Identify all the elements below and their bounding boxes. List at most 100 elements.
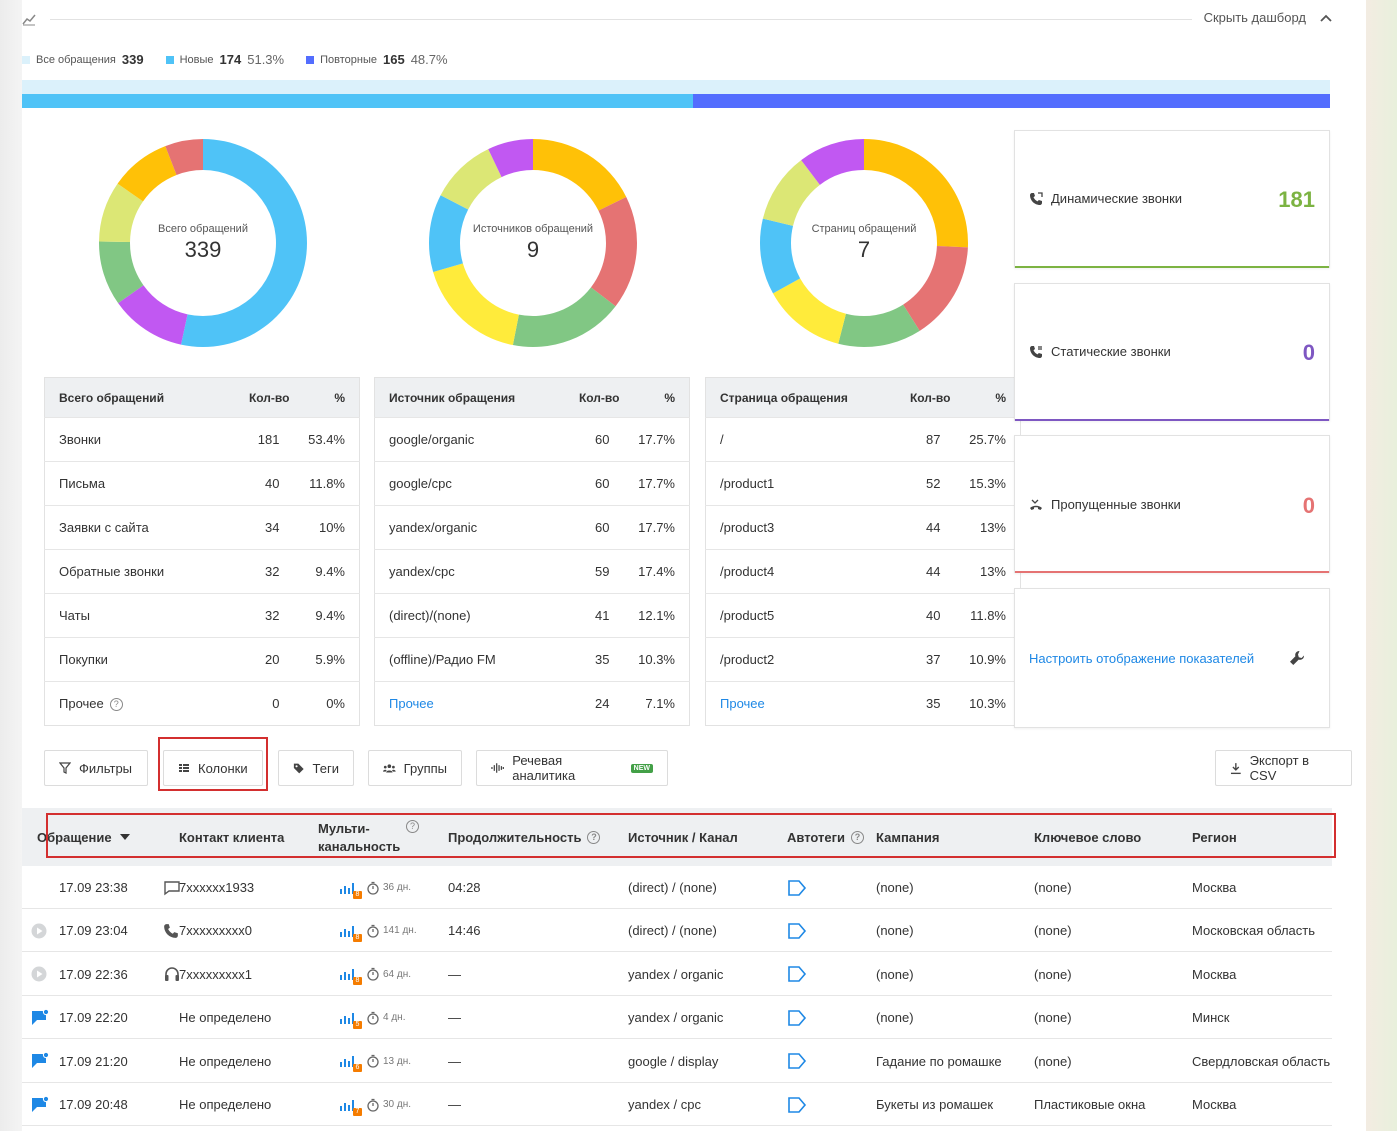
row-multichannel[interactable]: 8 141 дн. (340, 909, 417, 952)
col-source[interactable]: Источник / Канал (628, 808, 738, 866)
row-autotag[interactable] (787, 866, 807, 909)
cell-count: 32 (223, 549, 294, 594)
col-duration[interactable]: Продолжительность? (448, 808, 601, 866)
hide-dashboard-button[interactable]: Скрыть дашборд (1204, 10, 1332, 25)
card-dynamic-calls[interactable]: Динамические звонки 181 (1014, 130, 1330, 268)
donut-segment[interactable] (838, 304, 920, 347)
col-pct: % (954, 377, 1021, 418)
card-missed-calls[interactable]: Пропущенные звонки 0 (1014, 435, 1330, 573)
cell-count: 0 (223, 681, 294, 726)
donut-segment[interactable] (772, 278, 846, 344)
row-contact[interactable]: 7xxxxxxxxx1 (179, 966, 252, 982)
donut-sources: Источников обращений 9 (428, 138, 638, 348)
col-multichannel[interactable]: Мульти- канальность (318, 808, 400, 866)
help-icon[interactable]: ? (587, 830, 601, 844)
donut-segment[interactable] (512, 287, 616, 347)
donut-segment[interactable] (99, 183, 144, 242)
row-left-icon (31, 909, 47, 952)
row-autotag[interactable] (787, 1040, 807, 1083)
row-multichannel[interactable]: 8 36 дн. (340, 866, 411, 909)
row-contact[interactable]: Не определено (179, 1053, 272, 1069)
configure-metrics-link[interactable]: Настроить отображение показателей (1029, 651, 1255, 666)
donut-segment[interactable] (440, 149, 502, 210)
row-contact[interactable]: Не определено (179, 1010, 272, 1026)
groups-icon (383, 764, 396, 773)
donut-segment[interactable] (118, 285, 188, 345)
row-autotag[interactable] (787, 1083, 807, 1126)
donut-pages: Страниц обращений 7 (759, 138, 969, 348)
col-campaign[interactable]: Кампания (876, 808, 939, 866)
row-contact[interactable]: Не определено (179, 1097, 272, 1112)
other-link[interactable]: Прочее (389, 696, 434, 711)
col-request[interactable]: Обращение (37, 808, 130, 866)
row-date[interactable]: 17.09 20:48 (59, 1097, 128, 1112)
donut-segment[interactable] (762, 160, 820, 226)
export-csv-button[interactable]: Экспорт в CSV (1215, 750, 1352, 786)
donut-segment[interactable] (864, 139, 968, 248)
help-icon[interactable]: ? (851, 830, 865, 844)
row-contact[interactable]: 7xxxxxxxxx0 (179, 923, 252, 939)
donut-segment[interactable] (429, 195, 469, 273)
cell-pct: 17.4% (623, 549, 690, 594)
col-region[interactable]: Регион (1192, 808, 1237, 866)
row-date[interactable]: 17.09 22:20 (59, 1010, 128, 1026)
columns-button[interactable]: Колонки (163, 750, 263, 786)
speech-analytics-button[interactable]: Речевая аналитика NEW (476, 750, 668, 786)
row-campaign: (none) (876, 1010, 914, 1026)
table-row[interactable]: 17.09 22:20 Не определено 5 4 дн. — yandex / … (22, 996, 1332, 1040)
donut-segment[interactable] (533, 139, 627, 211)
table-row[interactable]: 17.09 23:04 7xxxxxxxxx0 8 141 дн. 14:46 (dire… (22, 909, 1332, 953)
donut-segment[interactable] (801, 139, 864, 185)
donut-segment[interactable] (99, 241, 144, 304)
table-row[interactable]: 17.09 23:38 7xxxxxx1933 8 36 дн. 04:28 (direc… (22, 866, 1332, 909)
row-multichannel[interactable]: 5 4 дн. (340, 996, 405, 1039)
row-campaign: (none) (876, 923, 914, 939)
table-row[interactable]: 17.09 21:20 Не определено 6 13 дн. — google /… (22, 1040, 1332, 1083)
donut-segment[interactable] (117, 146, 177, 202)
donut-segment[interactable] (590, 196, 637, 307)
table-row[interactable]: 17.09 20:48 Не определено 7 30 дн. — yandex /… (22, 1083, 1332, 1126)
row-multichannel[interactable]: 8 64 дн. (340, 953, 411, 996)
row-contact[interactable]: 7xxxxxx1933 (179, 880, 255, 895)
stopwatch-icon (367, 968, 379, 981)
col-autotags[interactable]: Автотеги? (787, 808, 865, 866)
wrench-icon[interactable] (1289, 650, 1305, 666)
donut-segment[interactable] (433, 263, 519, 346)
donut-chart (760, 139, 968, 347)
groups-button[interactable]: Группы (368, 750, 462, 786)
row-multichannel[interactable]: 7 30 дн. (340, 1083, 411, 1126)
card-accent (1015, 419, 1329, 421)
legend-count: 165 (382, 52, 405, 67)
cell-name: /product4 (705, 549, 885, 594)
donut-segment[interactable] (760, 218, 801, 294)
row-date[interactable]: 17.09 22:36 (59, 966, 128, 982)
help-icon[interactable]: ? (406, 820, 419, 833)
row-date[interactable]: 17.09 23:38 (59, 880, 128, 895)
row-multichannel[interactable]: 6 13 дн. (340, 1040, 411, 1083)
play-icon[interactable] (31, 923, 47, 939)
card-static-calls[interactable]: Статические звонки 0 (1014, 283, 1330, 421)
days-since: 13 дн. (366, 1054, 411, 1068)
donut-segment[interactable] (903, 246, 968, 331)
play-icon[interactable] (31, 966, 47, 982)
row-date[interactable]: 17.09 23:04 (59, 923, 128, 939)
col-duration-label: Продолжительность (448, 829, 582, 845)
table-row[interactable]: 17.09 22:36 7xxxxxxxxx1 8 64 дн. — yandex / o… (22, 953, 1332, 996)
donut-segment[interactable] (488, 139, 533, 178)
col-keyword[interactable]: Ключевое слово (1034, 808, 1141, 866)
row-autotag[interactable] (787, 996, 807, 1039)
channels-bars-icon: 5 (340, 1010, 362, 1029)
donut-segment[interactable] (165, 139, 203, 175)
row-date[interactable]: 17.09 21:20 (59, 1053, 128, 1069)
row-autotag[interactable] (787, 909, 807, 952)
col-contact[interactable]: Контакт клиента (179, 808, 284, 866)
col-pct: % (623, 377, 690, 418)
tags-button[interactable]: Теги (278, 750, 354, 786)
row-autotag[interactable] (787, 953, 807, 996)
other-link[interactable]: Прочее (720, 696, 765, 711)
donut-segment[interactable] (181, 139, 307, 347)
filters-button[interactable]: Фильтры (44, 750, 148, 786)
col-name: Всего обращений (44, 377, 224, 418)
help-icon[interactable]: ? (109, 698, 123, 712)
card-label: Динамические звонки (1051, 191, 1183, 206)
